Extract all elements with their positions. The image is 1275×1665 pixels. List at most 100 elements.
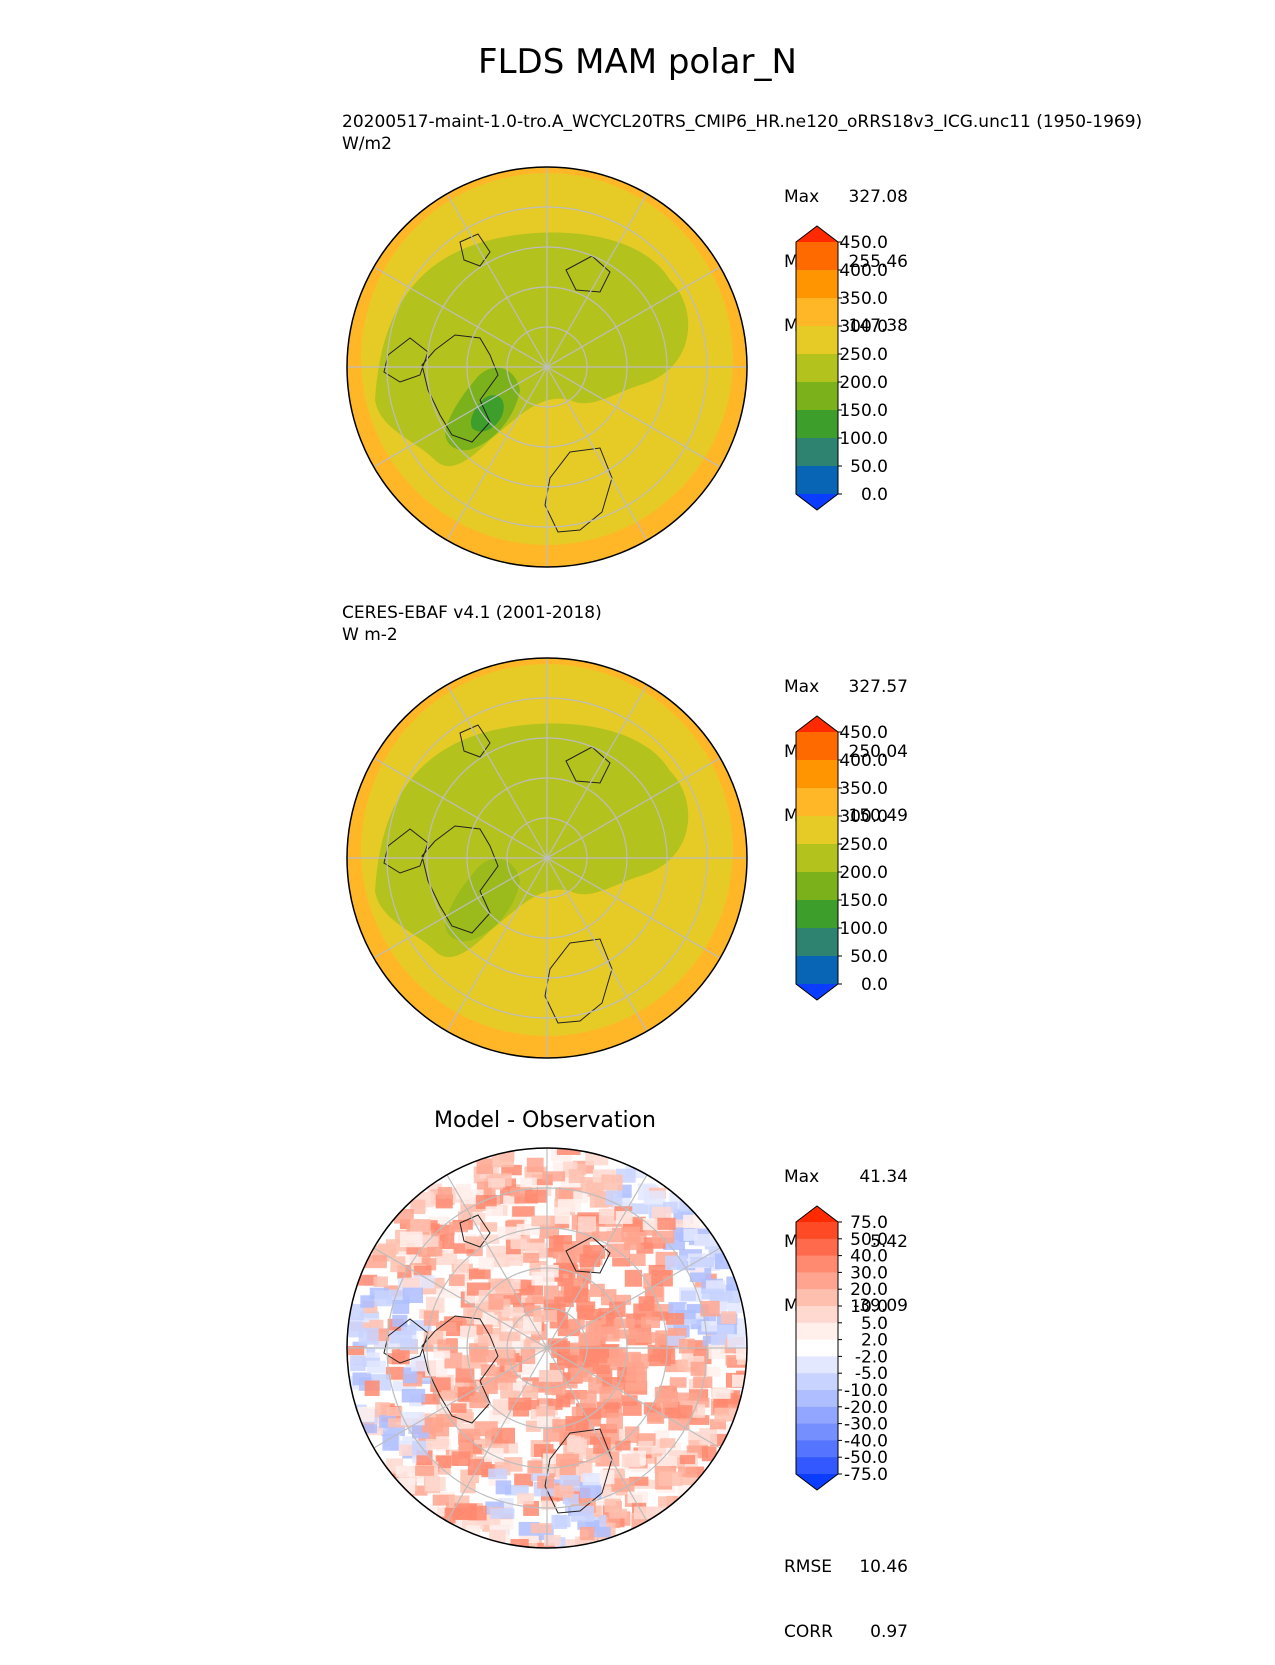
colorbar-segment — [796, 1289, 838, 1307]
field-cell — [459, 1428, 481, 1440]
stat-value: 150.49 — [848, 806, 908, 826]
field-cell — [665, 1313, 685, 1325]
colorbar-tick-label: 75.0 — [850, 1213, 888, 1233]
field-cell — [595, 1486, 612, 1497]
field-cell — [581, 1434, 597, 1445]
field-cell — [554, 1296, 574, 1308]
colorbar-tick-label: -40.0 — [844, 1431, 888, 1451]
field-cell — [524, 1399, 540, 1410]
field-cell — [400, 1324, 417, 1335]
field-cell — [399, 1444, 422, 1456]
field-cell — [425, 1476, 446, 1492]
stat-value: 41.34 — [859, 1167, 908, 1187]
field-cell — [711, 1334, 726, 1346]
field-cell — [542, 1453, 562, 1465]
field-cell — [642, 1218, 658, 1231]
field-cell — [636, 1332, 659, 1343]
colorbar-segment — [796, 872, 838, 901]
field-cell — [687, 1340, 708, 1351]
longitude-gridline — [446, 1347, 548, 1522]
field-cell — [391, 1349, 410, 1365]
field-cell — [478, 1257, 495, 1270]
field-cell — [670, 1457, 685, 1469]
colorbar-tick-label: -2.0 — [855, 1347, 888, 1367]
field-cell — [576, 1301, 596, 1312]
field-cell — [604, 1498, 621, 1513]
colorbar-tick-label: -75.0 — [844, 1465, 888, 1485]
colorbar-tick-label: 300.0 — [839, 807, 888, 827]
panel3-polar-map — [346, 1147, 748, 1549]
field-cell — [666, 1319, 690, 1331]
field-cell — [512, 1206, 535, 1217]
field-cell — [434, 1224, 455, 1236]
field-cell — [410, 1219, 431, 1233]
field-cell — [677, 1405, 693, 1419]
field-cell — [400, 1231, 423, 1248]
field-cell — [451, 1451, 471, 1467]
field-cell — [548, 1236, 564, 1252]
field-cell — [374, 1290, 392, 1307]
field-cell — [478, 1334, 495, 1347]
field-cell — [425, 1439, 449, 1450]
field-cell — [531, 1469, 555, 1481]
field-cell — [476, 1514, 501, 1525]
coastline — [383, 337, 429, 383]
field-cell — [503, 1195, 525, 1206]
colorbar-tick-label: 50.0 — [850, 1230, 888, 1250]
field-cell — [418, 1247, 437, 1257]
field-cell — [457, 1423, 475, 1434]
colorbar-tick-label: 40.0 — [850, 1247, 888, 1267]
field-cell — [470, 1348, 487, 1363]
field-cell — [489, 1519, 514, 1530]
field-cell — [392, 1314, 408, 1327]
colorbar-segment — [796, 788, 838, 817]
field-cell — [538, 1248, 558, 1258]
field-cell — [709, 1419, 726, 1430]
field-cell — [387, 1418, 412, 1428]
colorbar-tick-label: -10.0 — [844, 1381, 888, 1401]
field-cell — [371, 1245, 396, 1257]
field-cell — [373, 1276, 388, 1288]
colorbar-segment — [796, 1222, 838, 1240]
field-cell — [400, 1338, 418, 1351]
colorbar-segment — [796, 1339, 838, 1357]
stat-value: 327.08 — [848, 187, 908, 207]
stat-value: 5.42 — [870, 1231, 908, 1252]
stat-value: 327.57 — [848, 677, 908, 697]
field-cell — [456, 1409, 473, 1420]
field-cell — [446, 1517, 470, 1529]
field-cell — [646, 1506, 669, 1519]
longitude-gridline — [546, 757, 721, 859]
field-cell — [547, 1338, 568, 1350]
field-cell — [486, 1245, 506, 1258]
longitude-gridline — [546, 1347, 721, 1449]
field-band-150-200 — [445, 858, 520, 942]
field-cell — [533, 1310, 557, 1322]
colorbar-extend-min — [796, 494, 838, 510]
field-cell — [510, 1239, 527, 1249]
field-cell — [690, 1256, 715, 1268]
field-cell — [606, 1412, 623, 1430]
field-cell — [435, 1455, 452, 1469]
panel3-title: Model - Observation — [434, 1108, 656, 1133]
map-field — [347, 1148, 747, 1548]
field-cell — [638, 1296, 655, 1312]
longitude-gridline — [373, 1347, 548, 1449]
colorbar-extend-min — [796, 1474, 838, 1490]
colorbar-tick-label: -30.0 — [844, 1415, 888, 1435]
field-cell — [437, 1339, 458, 1351]
metric-value: 10.46 — [859, 1557, 908, 1577]
colorbar-tick-label: 350.0 — [839, 289, 888, 309]
longitude-gridline — [446, 1174, 548, 1349]
longitude-gridline — [446, 857, 548, 1032]
field-cell — [556, 1148, 581, 1155]
colorbar-tick-label: 10.0 — [850, 1297, 888, 1317]
field-cell — [511, 1279, 528, 1289]
field-cell — [668, 1327, 687, 1338]
field-cell — [690, 1361, 707, 1376]
colorbar-tick-label: 250.0 — [839, 345, 888, 365]
field-cell — [467, 1458, 492, 1476]
field-cell — [631, 1203, 649, 1215]
stat-value: 250.04 — [848, 741, 908, 762]
colorbar-segment — [796, 1272, 838, 1290]
